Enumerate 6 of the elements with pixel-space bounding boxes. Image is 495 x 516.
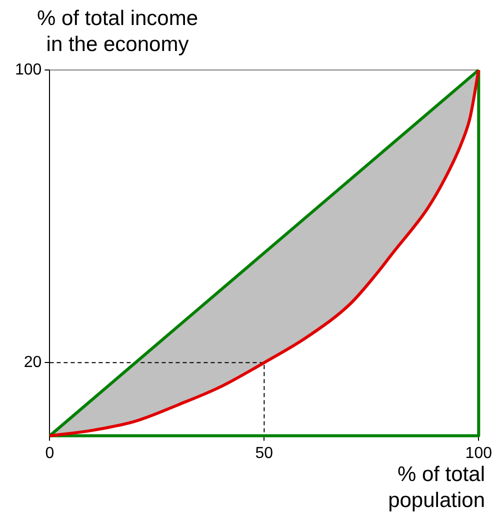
- x-tick-label: 100: [465, 444, 492, 462]
- x-tick-label: 50: [255, 444, 274, 462]
- x-tick-label: 0: [45, 444, 54, 462]
- y-tick-label: 20: [24, 354, 42, 372]
- x-axis-title: % of total population: [387, 462, 485, 514]
- y-axis-title: % of total income in the economy: [36, 6, 200, 58]
